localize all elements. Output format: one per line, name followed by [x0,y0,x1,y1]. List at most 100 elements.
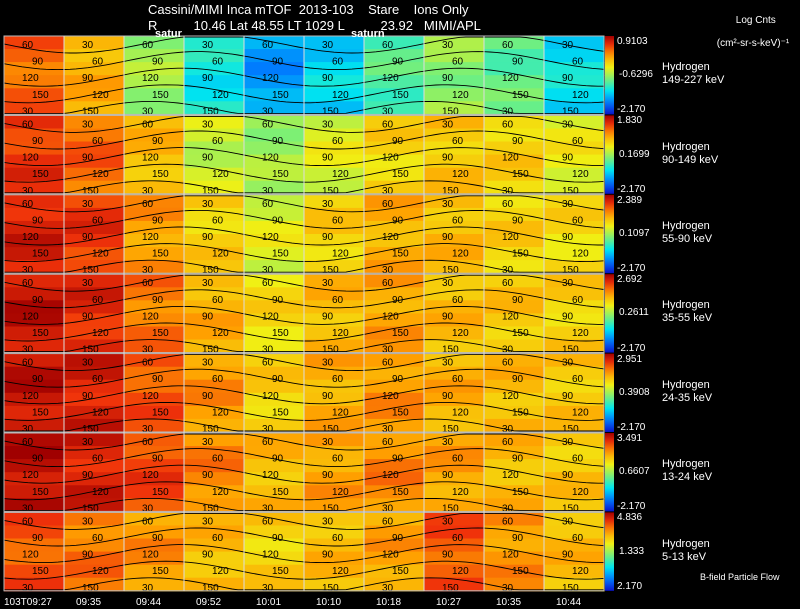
contour-label: 30 [262,186,274,197]
contour-label: 30 [502,583,514,594]
contour-label: 90 [562,391,574,402]
contour-label: 120 [382,311,399,322]
contour-label: 90 [512,136,524,147]
contour-label: 150 [442,583,459,594]
contour-label: 120 [572,169,589,180]
contour-label: 120 [332,487,349,498]
contour-label: 150 [152,407,169,418]
heatmap-cell [544,194,605,209]
contour-label: 30 [142,186,154,197]
heatmap-cell [424,459,485,473]
contour-label: 150 [392,249,409,260]
heatmap-cell [4,538,65,553]
heatmap-cell [424,472,485,486]
contour-label: 90 [392,136,404,147]
heatmap-cell [424,128,485,143]
heatmap-cell [184,498,245,512]
contour-label: 60 [572,57,584,68]
contour-label: 90 [392,454,404,465]
heatmap-cell [484,379,545,394]
contour-label: 60 [92,533,104,544]
contour-label: 60 [332,57,344,68]
heatmap-cell [484,485,545,499]
colorbar-max-label: 4.836 [617,512,643,524]
contour-label: 90 [392,533,404,544]
heatmap-cell [4,485,65,499]
heatmap-cell [484,538,545,553]
heatmap-cell [484,405,545,420]
contour-label: 30 [562,437,574,448]
heatmap-cell [484,154,545,169]
contour-label: 60 [92,374,104,385]
contour-label: 150 [562,345,579,356]
contour-label: 30 [322,40,334,51]
heatmap-cell [184,141,245,156]
heatmap-cell [484,353,545,368]
heatmap-cell [484,564,545,579]
contour-label: 120 [332,169,349,180]
heatmap-cell [184,220,245,235]
contour-label: 60 [262,437,274,448]
contour-label: 150 [82,583,99,594]
heatmap-cell [4,128,65,143]
contour-label: 120 [142,550,159,561]
contour-label: 60 [382,278,394,289]
contour-label: 30 [202,199,214,210]
heatmap-cell [544,300,605,314]
contour-label: 120 [502,73,519,84]
contour-label: 60 [382,119,394,130]
contour-label: 120 [382,153,399,164]
heatmap-cell [4,433,65,447]
contour-label: 90 [392,374,404,385]
contour-label: 150 [202,503,219,514]
contour-label: 150 [202,186,219,197]
heatmap-cell [364,101,425,115]
heatmap-cell [4,564,65,579]
contour-label: 150 [32,566,49,577]
heatmap-cell [424,485,485,499]
colorbar-min-label: -2.170 [617,501,646,513]
contour-label: 60 [262,40,274,51]
contour-label: 150 [82,186,99,197]
contour-label: 60 [22,278,34,289]
heatmap-cell [4,300,65,314]
contour-label: 120 [452,407,469,418]
contour-label: 30 [562,516,574,527]
contour-label: 30 [502,503,514,514]
heatmap-cell [4,326,65,341]
colorbar-mid-label: -0.6296 [619,69,653,81]
contour-label: 150 [512,90,529,101]
contour-label: 90 [202,470,214,481]
contour-label: 150 [392,487,409,498]
heatmap-cell [364,207,425,222]
contour-label: 30 [22,345,34,356]
species-label: Hydrogen [662,140,710,153]
contour-label: 120 [452,328,469,339]
heatmap-cell [364,485,425,499]
heatmap-cell [424,326,485,341]
heatmap-cell [544,339,605,354]
energy-band-label: Hydrogen 13-24 keV [662,458,712,484]
contour-label: 30 [322,437,334,448]
heatmap-cell [64,300,125,314]
heatmap-cell [424,49,485,63]
heatmap-cell [424,353,485,368]
contour-label: 120 [92,566,109,577]
contour-label: 150 [82,424,99,435]
heatmap-cell [544,525,605,540]
contour-label: 30 [382,106,394,117]
contour-label: 60 [332,295,344,306]
contour-label: 120 [142,311,159,322]
heatmap-cell [184,180,245,195]
heatmap-cell [544,167,605,182]
contour-label: 150 [322,106,339,117]
heatmap-cell [364,194,425,209]
heatmap-cell [424,88,485,102]
contour-label: 150 [272,407,289,418]
energy-label: 55-90 keV [662,233,713,245]
contour-label: 30 [202,516,214,527]
heatmap-cell [424,167,485,182]
heatmap-cell [64,313,125,328]
heatmap-cell [244,300,305,314]
contour-label: 150 [442,424,459,435]
